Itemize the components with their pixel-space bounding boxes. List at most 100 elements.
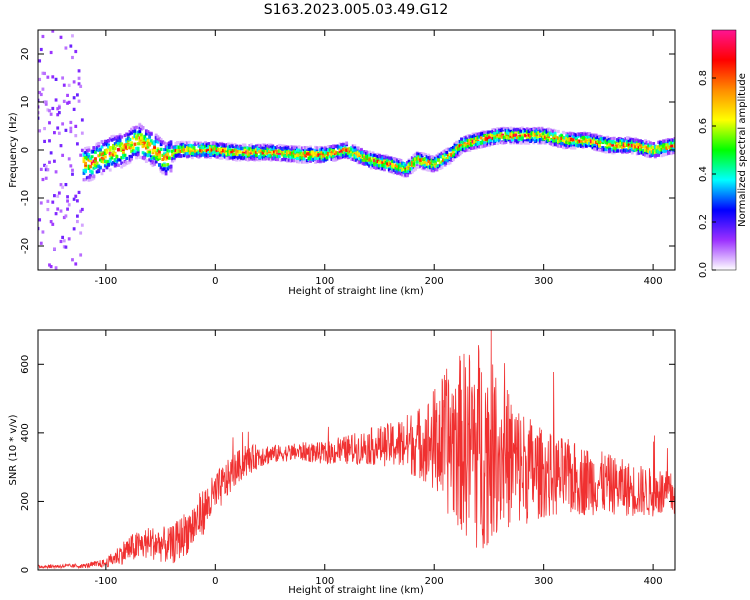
spectrogram-cell <box>588 142 592 146</box>
spectrogram-cell <box>43 71 46 76</box>
spectrogram-cell <box>335 145 339 149</box>
spectrogram-cell <box>665 140 669 145</box>
spectrogram-cell <box>552 129 555 133</box>
spectrogram-cell <box>648 143 652 148</box>
spectrogram-cell <box>450 153 454 157</box>
spectrogram-cell <box>458 147 462 151</box>
spectrogram-cell <box>128 156 132 161</box>
spectrogram-cell <box>84 146 88 151</box>
spectrogram-cell <box>491 130 495 134</box>
spectrogram-cell <box>635 144 639 148</box>
spectrogram-cell <box>381 156 385 160</box>
spectrogram-cell <box>652 142 656 146</box>
spectrogram-cell <box>121 153 125 158</box>
spectrogram-cell <box>369 165 373 170</box>
spectrogram-cell <box>143 143 147 147</box>
spectrogram-cell <box>177 153 181 157</box>
spectrogram-cell <box>146 154 150 158</box>
spectrogram-cell <box>98 166 102 170</box>
spectrogram-cell <box>340 153 344 157</box>
spectrogram-cell <box>360 148 363 152</box>
spectrogram-cell <box>412 166 416 171</box>
spectrogram-cell <box>663 148 667 152</box>
spectrogram-cell <box>440 162 444 166</box>
spectrogram-cell <box>448 152 452 157</box>
spectrogram-cell <box>295 159 299 164</box>
spectrogram-cell <box>167 149 171 153</box>
spectrogram-cell <box>79 153 83 157</box>
spectrogram-cell <box>619 140 623 144</box>
spectrogram-cell <box>496 127 500 131</box>
spectrogram-cell <box>320 155 324 159</box>
spectrogram-cell <box>304 152 308 156</box>
spectrogram-cell <box>424 163 427 167</box>
spectrogram-cell <box>307 147 311 152</box>
spectrogram-cell <box>374 161 378 165</box>
spectrogram-cell <box>396 167 399 172</box>
spectrogram-cell <box>648 141 652 145</box>
spectrogram-cell <box>566 134 570 139</box>
spectrogram-cell <box>473 146 477 150</box>
spectrogram-cell <box>637 145 641 149</box>
spectrogram-cell <box>637 151 641 155</box>
spectrogram-cell <box>581 142 585 146</box>
spectrogram-cell <box>491 133 495 138</box>
spectrogram-cell <box>227 149 230 153</box>
spectrogram-cell <box>458 144 462 148</box>
spectrogram-cell <box>67 100 71 104</box>
spectrogram-cell <box>121 146 125 150</box>
spectrogram-cell <box>218 147 222 151</box>
x-tick-label: -100 <box>95 576 118 587</box>
spectrogram-cell <box>632 143 636 147</box>
spectrogram-cell <box>153 145 156 149</box>
spectrogram-cell <box>200 153 204 157</box>
spectrogram-cell <box>146 150 150 154</box>
spectrogram-cell <box>250 149 253 153</box>
spectrogram-cell <box>493 136 496 140</box>
spectrogram-cell <box>254 144 258 148</box>
spectrogram-cell <box>141 138 145 142</box>
x-tick-label: 300 <box>534 576 553 587</box>
spectrogram-cell <box>102 143 106 147</box>
spectrogram-cell <box>261 146 265 150</box>
spectrogram-cell <box>87 158 91 162</box>
spectrogram-cell <box>274 146 278 150</box>
spectrogram-cell <box>235 152 239 156</box>
spectrogram-cell <box>179 149 183 153</box>
spectrogram-cell <box>113 146 117 151</box>
spectrogram-cell <box>113 136 117 140</box>
spectrogram-cell <box>609 139 613 143</box>
spectrogram-cell <box>514 131 518 135</box>
spectrogram-cell <box>182 154 186 158</box>
spectrogram-cell <box>121 144 125 148</box>
spectrogram-cell <box>501 141 505 145</box>
spectrogram-cell <box>153 141 156 146</box>
spectrogram-cell <box>383 154 386 159</box>
spectrogram-cell <box>512 128 516 132</box>
spectrogram-cell <box>140 138 143 142</box>
spectrogram-cell <box>479 132 483 137</box>
spectrogram-cell <box>125 156 129 161</box>
spectrogram-cell <box>640 149 644 153</box>
spectrogram-cell <box>576 134 580 139</box>
spectrogram-cell <box>238 155 242 159</box>
spectrogram-cell <box>105 160 109 164</box>
spectrogram-cell <box>212 147 216 151</box>
spectrogram-cell <box>56 194 60 198</box>
spectrogram-cell <box>650 153 654 157</box>
spectrogram-cell <box>115 143 119 147</box>
spectrogram-cell <box>453 153 457 157</box>
spectrogram-cell <box>415 157 419 161</box>
spectrogram-cell <box>41 34 45 39</box>
spectrogram-cell <box>373 158 376 163</box>
spectrogram-cell <box>497 139 501 143</box>
spectrogram-cell <box>440 155 444 159</box>
spectrogram-cell <box>621 150 624 154</box>
spectrogram-cell <box>422 166 426 170</box>
spectrogram-cell <box>261 148 265 152</box>
spectrogram-cell <box>483 137 486 142</box>
spectrogram-cell <box>305 146 309 150</box>
spectrogram-cell <box>663 145 667 149</box>
spectrogram-cell <box>82 159 86 164</box>
spectrogram-cell <box>133 142 137 146</box>
